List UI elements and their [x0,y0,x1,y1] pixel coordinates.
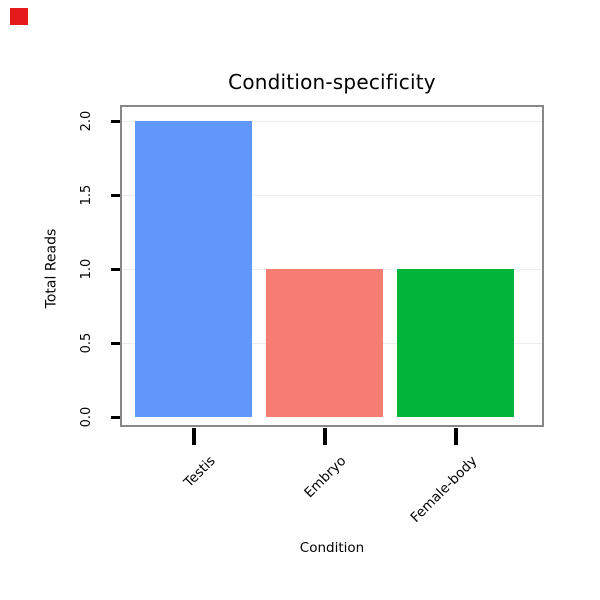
x-axis-title: Condition [299,540,365,556]
x-axis-tick [192,428,196,445]
y-axis-tick [111,416,120,419]
y-tick-label: 0.0 [79,406,94,428]
y-axis-title: Total Reads [43,228,60,309]
y-tick-label: 0.5 [79,332,94,354]
bar-embryo [266,269,383,417]
y-tick-label: 1.0 [79,258,94,280]
x-tick-label-female-body: Female-body [407,453,481,526]
x-tick-label-embryo: Embryo [301,453,350,502]
x-axis-tick [454,428,458,445]
gridline [122,121,542,122]
bar-female-body [397,269,514,417]
y-axis-tick [111,120,120,123]
x-axis-tick [323,428,327,445]
x-tick-label-testis: Testis [180,453,219,491]
red-corner-marker [10,8,28,25]
y-axis-tick [111,194,120,197]
y-axis-tick [111,342,120,345]
bar-testis [135,121,252,417]
y-axis-tick [111,268,120,271]
plot-area [120,105,544,427]
chart-title: Condition-specificity [228,70,436,94]
gridline [122,195,542,196]
y-tick-label: 1.5 [79,184,94,206]
y-tick-label: 2.0 [79,110,94,132]
